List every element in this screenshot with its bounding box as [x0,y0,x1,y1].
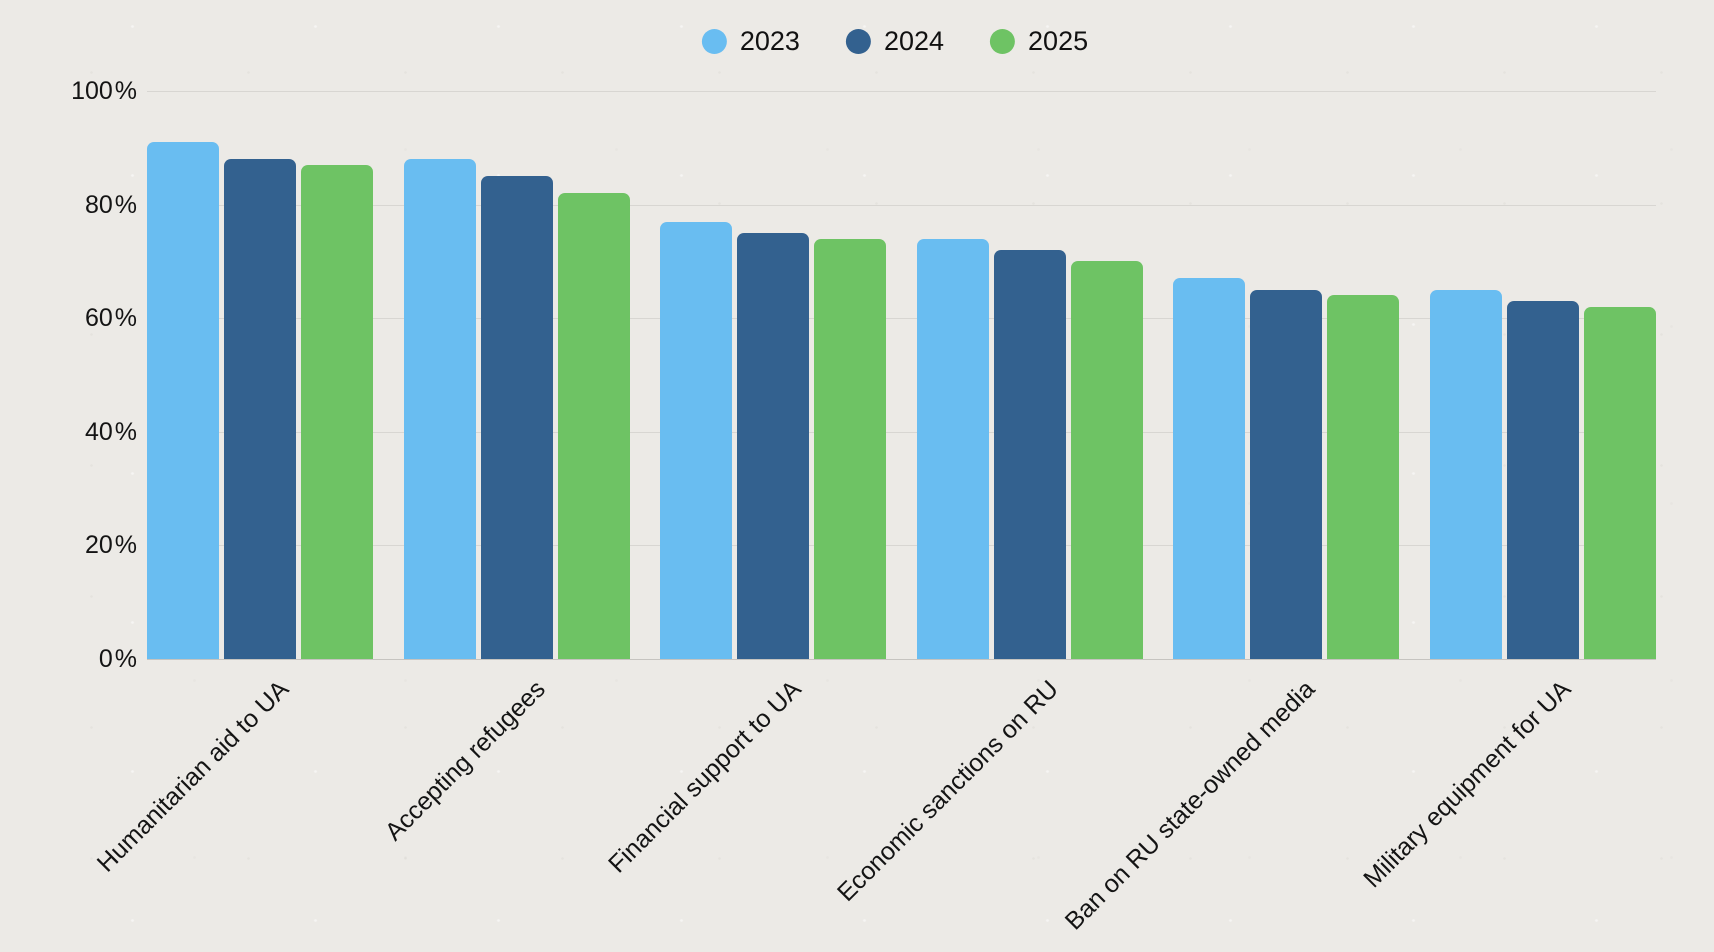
x-category-label: Ban on RU state-owned media [1059,675,1321,936]
x-category-label: Accepting refugees [379,675,551,847]
bar-2024 [1507,301,1579,659]
legend-label: 2024 [883,26,945,56]
bar-2024 [480,176,553,659]
bar-2023 [916,238,989,659]
legend-dot-icon [701,29,727,54]
gridline-20 [147,545,1656,547]
legend-item-2023: 2023 [701,26,800,56]
x-category-label: Financial support to UA [603,675,808,879]
bar-2024 [1250,289,1323,659]
y-tick-label-100: 100 % [71,77,137,105]
y-tick-label-60: 60 % [85,304,137,333]
bar-2025 [1070,261,1143,659]
legend-label: 2023 [739,26,800,56]
legend-item-2025: 2025 [990,28,1088,55]
bar-2025 [301,164,373,659]
legend-label: 2025 [1028,26,1089,56]
bar-2025 [1327,295,1400,659]
plot-area [147,91,1656,660]
gridline-0 [147,659,1656,660]
x-category-label: Military equipment for UA [1358,675,1577,894]
legend-dot-icon [990,29,1016,54]
gridline-40 [147,431,1656,433]
bar-2025 [1584,306,1656,659]
gridline-100 [147,91,1656,92]
legend-item-2024: 2024 [845,26,945,56]
bar-2025 [557,193,630,659]
y-tick-label-0: 0 % [98,645,137,673]
bar-2025 [814,238,887,659]
legend-dot-icon [845,29,871,54]
bar-2024 [224,159,296,659]
bar-2023 [147,142,219,659]
bar-2023 [1430,289,1502,659]
bar-2024 [737,233,810,659]
gridline-80 [147,204,1656,206]
bar-2023 [660,221,733,659]
bar-2024 [993,250,1066,659]
x-category-label: Economic sanctions on RU [831,675,1064,908]
y-tick-label-20: 20 % [85,531,137,560]
bar-2023 [1173,278,1246,659]
gridline-60 [147,318,1656,320]
y-tick-label-80: 80 % [85,190,137,219]
x-category-label: Humanitarian aid to UA [91,675,294,878]
legend: 2023 2024 2025 [701,26,1088,56]
bar-2023 [403,159,476,659]
y-tick-label-40: 40 % [85,417,137,446]
